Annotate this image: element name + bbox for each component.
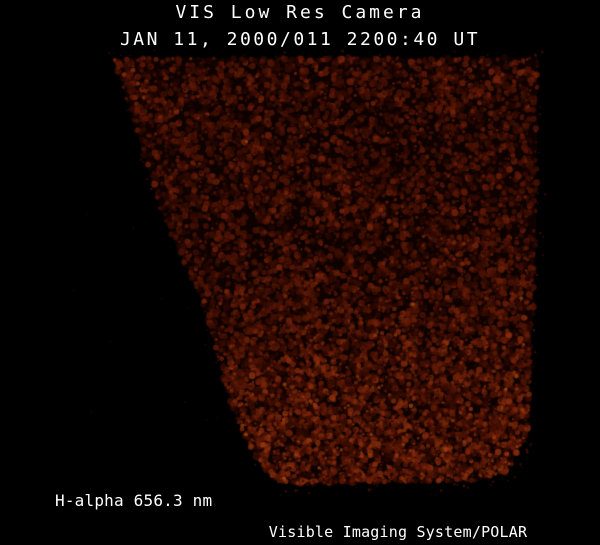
title-timestamp: JAN 11, 2000/011 2200:40 UT	[119, 29, 481, 50]
credit-block: Visible Imaging System/POLAR The Univers…	[236, 491, 560, 545]
title-line-1: VIS Low Res Camera	[175, 2, 425, 23]
wavelength-label: H-alpha 656.3 nm	[55, 491, 213, 510]
credit-line-1: Visible Imaging System/POLAR	[268, 522, 528, 541]
